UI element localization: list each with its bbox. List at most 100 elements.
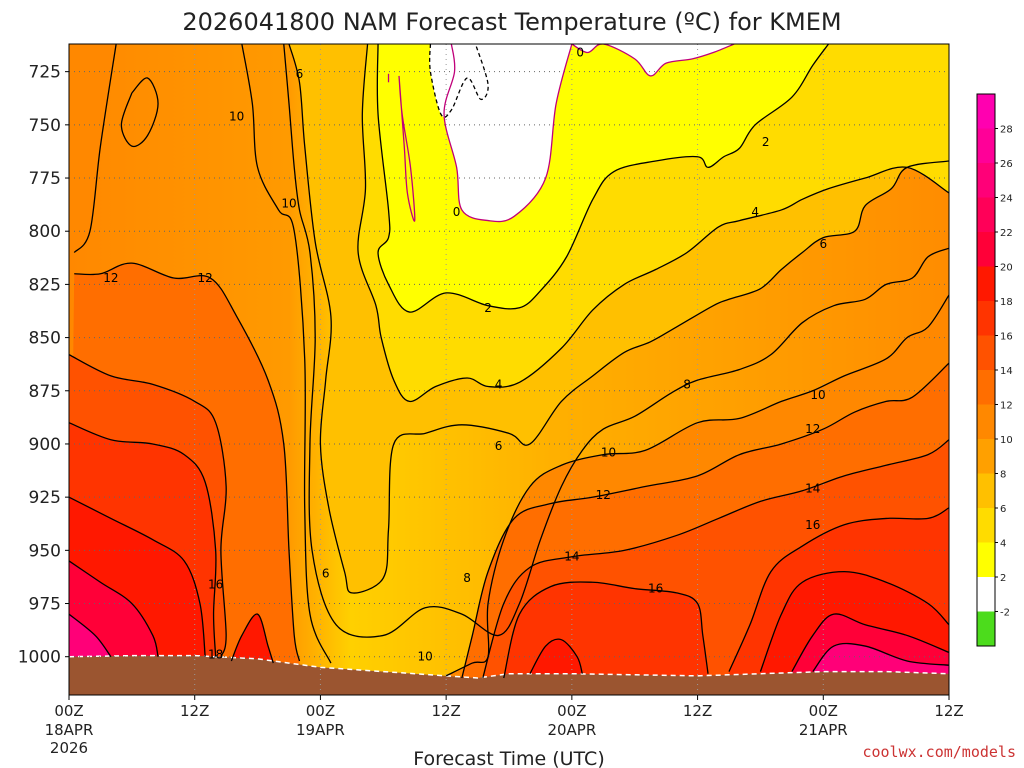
contour-label: 12 [198, 271, 213, 285]
contour-label: 2 [762, 135, 770, 149]
colorbar-label: 4 [1000, 539, 1006, 550]
x-tick-label: 00Z [54, 702, 83, 720]
colorbar-swatch [977, 197, 995, 232]
x-tick-label: 12Z [180, 702, 209, 720]
contour-label: 16 [648, 582, 663, 596]
x-tick-date: 18APR [45, 721, 94, 739]
contour-line-16 [503, 581, 709, 679]
y-tick-label: 950 [29, 541, 61, 561]
y-tick-label: 775 [29, 169, 61, 189]
contour-line-22 [69, 613, 112, 658]
x-axis-label: Forecast Time (UTC) [413, 748, 604, 768]
y-axis: 725 750 775 800 825 850 875 900 925 950 975 1000 [18, 63, 69, 668]
y-tick-label: 925 [29, 488, 61, 508]
x-tick-year: 2026 [50, 739, 88, 757]
contour-line-10 [241, 44, 332, 664]
contour-line-8 [283, 44, 949, 638]
contour-label: 4 [751, 205, 759, 219]
fill-band-neg2 [429, 44, 489, 118]
plot-frame [68, 43, 950, 696]
contour-label: 10 [229, 109, 244, 123]
colorbar-label: 20 [1000, 263, 1013, 274]
contour-label: 2 [484, 301, 492, 315]
colorbar-swatch [977, 301, 995, 336]
contour-label: 8 [463, 571, 471, 585]
contour-line-0 [571, 44, 735, 77]
contour-line-6 [288, 44, 949, 594]
contour-line-2 [376, 44, 830, 313]
colorbar-swatch [977, 542, 995, 577]
ground-surface-edge [69, 654, 949, 679]
contour-line-12 [461, 362, 949, 679]
colorbar-swatch [977, 94, 995, 129]
contour-line-14 [482, 439, 949, 679]
x-tick-label: 12Z [934, 702, 963, 720]
contour-label: 4 [495, 377, 503, 391]
contour-label: 12 [596, 488, 611, 502]
y-tick-label: 800 [29, 222, 61, 242]
chart-title: 2026041800 NAM Forecast Temperature (ºC)… [182, 8, 841, 36]
contour-line-18 [759, 570, 949, 672]
contour-line-20 [791, 613, 949, 672]
contour-line-0 [443, 44, 573, 223]
contour-label: 8 [683, 377, 691, 391]
y-tick-label: 850 [29, 329, 61, 349]
ground-surface [69, 655, 949, 695]
contour-label: 10 [601, 445, 616, 459]
colorbar-label: -2 [1000, 608, 1010, 619]
colorbar-swatch [977, 611, 995, 646]
contour-label: 0 [576, 46, 584, 60]
colorbar-label: 12 [1000, 401, 1013, 412]
contour-line-14 [69, 354, 227, 657]
colorbar-swatch [977, 508, 995, 543]
colorbar-label: 22 [1000, 228, 1013, 239]
x-tick-date: 20APR [547, 721, 596, 739]
y-tick-label: 900 [29, 435, 61, 455]
y-tick-label: 825 [29, 275, 61, 295]
contour-label: 6 [296, 67, 304, 81]
x-tick-label: 12Z [431, 702, 460, 720]
colorbar-swatch [977, 232, 995, 267]
x-tick-label: 00Z [306, 702, 335, 720]
colorbar-label: 26 [1000, 159, 1013, 170]
contour-line-4 [357, 44, 949, 403]
contour-line-0 [398, 75, 416, 222]
y-tick-label: 750 [29, 116, 61, 136]
fill-band-12-upperleft [74, 44, 117, 253]
colorbar-label: 6 [1000, 504, 1006, 515]
contour-line-18 [529, 638, 583, 675]
colorbar-label: 10 [1000, 435, 1013, 446]
y-tick-label: 975 [29, 595, 61, 615]
contour-line-16 [69, 422, 217, 657]
colorbar-label: 2 [1000, 573, 1006, 584]
contour-line-22 [812, 642, 949, 673]
contour-line-10 [445, 294, 949, 677]
contour-line-20 [69, 560, 159, 657]
contour-label: 6 [322, 567, 330, 581]
contour-line-18 [230, 613, 274, 664]
contour-line-18 [69, 496, 206, 657]
colorbar-swatch [977, 335, 995, 370]
colorbar-swatch [977, 370, 995, 405]
contour-label: 14 [805, 482, 820, 496]
colorbar-swatch [977, 128, 995, 163]
colorbar-label: 18 [1000, 297, 1013, 308]
colorbar-label: 8 [1000, 470, 1006, 481]
x-tick-date: 19APR [296, 721, 345, 739]
contour-label: 14 [564, 550, 579, 564]
credit-link[interactable]: coolwx.com/models [862, 743, 1016, 761]
y-tick-label: 1000 [18, 648, 61, 668]
colorbar-swatch [977, 163, 995, 198]
colorbar-label: 24 [1000, 194, 1013, 205]
contour-label: 6 [819, 237, 827, 251]
contour-line-neg2 [429, 44, 489, 118]
contour-label: 10 [810, 388, 825, 402]
colorbar-swatch [977, 577, 995, 612]
contour-label: 6 [495, 439, 503, 453]
contour-label: 10 [281, 197, 296, 211]
contour-label: 18 [208, 648, 223, 662]
x-tick-label: 00Z [557, 702, 586, 720]
